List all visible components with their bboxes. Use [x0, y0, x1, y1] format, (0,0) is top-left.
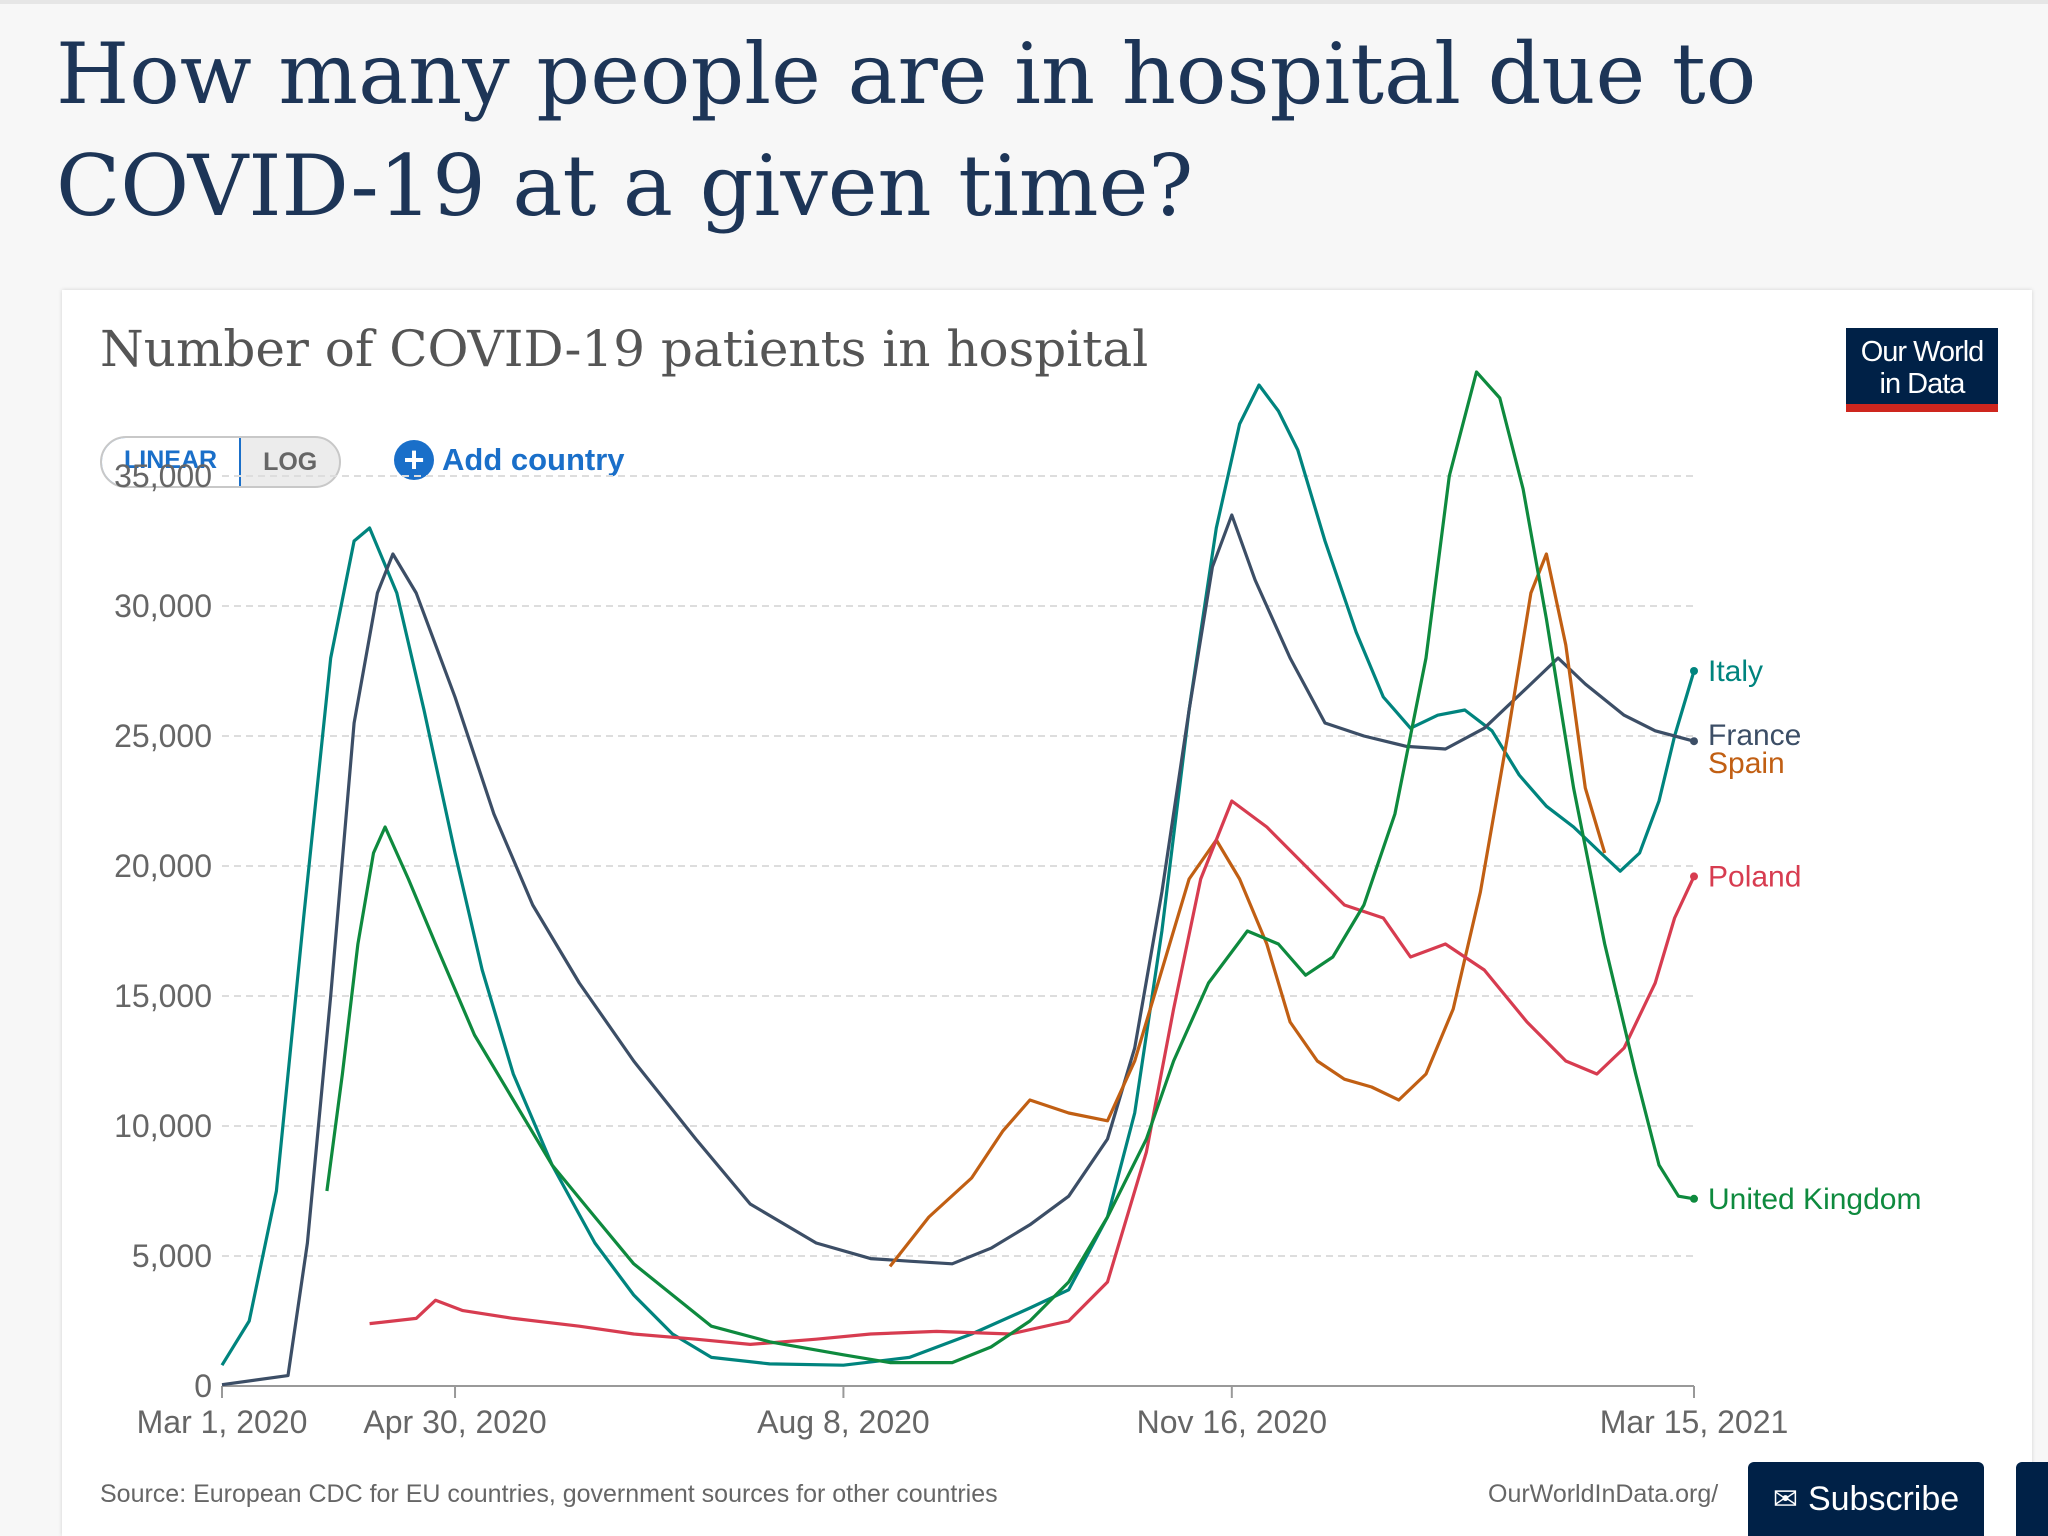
series-layer	[220, 370, 1698, 1387]
x-tick-label: Apr 30, 2020	[363, 1404, 546, 1440]
series-label-spain: Spain	[1708, 747, 1785, 780]
linear-scale-button[interactable]: LINEAR	[102, 438, 242, 486]
y-tick-label: 25,000	[114, 718, 212, 754]
series-line-france	[221, 513, 1695, 1387]
grid-layer	[222, 475, 1694, 1257]
series-label-poland: Poland	[1708, 860, 1801, 893]
y-tick-label: 15,000	[114, 978, 212, 1014]
axis-layer: 0 5,000 10,000 15,000 20,000 25,000 30,000 35,0…	[114, 458, 1788, 1440]
plus-circle-icon: +	[394, 440, 434, 480]
x-tick-label: Nov 16, 2020	[1137, 1404, 1327, 1440]
subscribe-button[interactable]: ✉ Subscribe	[1748, 1462, 1984, 1536]
x-tick-label: Mar 1, 2020	[137, 1404, 308, 1440]
page-title: How many people are in hospital due to C…	[56, 25, 1757, 235]
x-tick-label: Aug 8, 2020	[757, 1404, 930, 1440]
owid-logo[interactable]: Our World in Data	[1846, 328, 1998, 412]
add-country-button[interactable]: + Add country	[394, 436, 625, 484]
series-line-italy	[220, 383, 1696, 1367]
series-label-united-kingdom: United Kingdom	[1708, 1183, 1921, 1216]
add-country-label: Add country	[442, 442, 625, 477]
series-endpoint-united-kingdom	[1690, 1194, 1698, 1203]
side-panel-button[interactable]	[2016, 1462, 2048, 1536]
log-scale-button[interactable]: LOG	[263, 448, 318, 476]
series-label-france: France	[1708, 719, 1801, 752]
scale-toggle: LINEAR LOG	[100, 436, 342, 488]
source-note: Source: European CDC for EU countries, g…	[100, 1480, 998, 1508]
y-tick-label: 5,000	[132, 1238, 212, 1274]
series-line-spain	[888, 552, 1607, 1268]
y-tick-label: 30,000	[114, 588, 212, 624]
series-line-united-kingdom	[325, 370, 1695, 1365]
subscribe-label: Subscribe	[1807, 1479, 1960, 1518]
chart-title: Number of COVID-19 patients in hospital	[100, 320, 1149, 378]
y-tick-label: 20,000	[114, 848, 212, 884]
owid-link[interactable]: OurWorldInData.org/	[1488, 1480, 1719, 1508]
mail-icon: ✉	[1772, 1482, 1798, 1516]
y-tick-label: 10,000	[114, 1108, 212, 1144]
series-endpoint-france	[1690, 737, 1698, 746]
y-tick-label: 35,000	[114, 458, 212, 494]
series-endpoint-poland	[1690, 872, 1698, 881]
chart-card: Number of COVID-19 patients in hospital …	[62, 290, 2032, 1536]
x-tick-label: Mar 15, 2021	[1600, 1404, 1789, 1440]
series-label-italy: Italy	[1708, 655, 1763, 688]
logo-line-2: in Data	[1879, 368, 1966, 400]
logo-red-bar	[1846, 404, 1998, 412]
logo-line-1: Our World	[1860, 336, 1985, 368]
series-line-poland	[369, 799, 1696, 1346]
series-endpoint-italy	[1690, 667, 1698, 675]
y-tick-label: 0	[194, 1368, 212, 1404]
top-rule	[0, 0, 2048, 4]
line-chart: 0 5,000 10,000 15,000 20,000 25,000 30,000 35,0…	[114, 370, 1921, 1440]
